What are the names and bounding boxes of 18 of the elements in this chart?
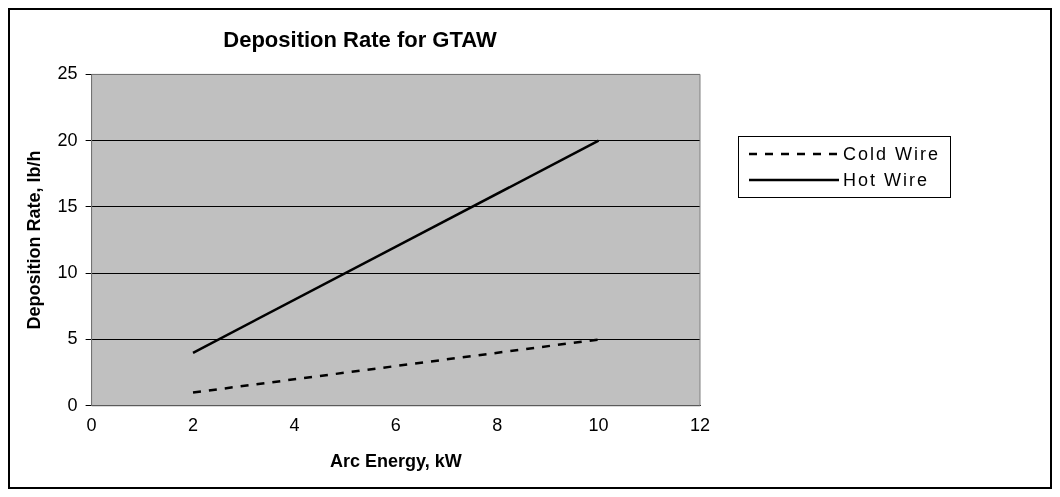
chart-title: Deposition Rate for GTAW xyxy=(223,27,497,53)
y-tick-label: 15 xyxy=(57,195,78,216)
y-tick-label: 10 xyxy=(57,262,78,283)
y-tick-label: 0 xyxy=(67,394,78,415)
y-tick-label: 25 xyxy=(57,63,78,84)
x-tick-label: 8 xyxy=(492,414,503,435)
x-tick-label: 0 xyxy=(86,414,97,435)
x-tick-label: 4 xyxy=(289,414,300,435)
x-tick-label: 2 xyxy=(188,414,199,435)
y-axis-title: Deposition Rate, lb/h xyxy=(23,150,44,330)
x-tick-label: 10 xyxy=(588,414,609,435)
legend-label: Hot Wire xyxy=(843,169,930,191)
y-tick-label: 20 xyxy=(57,129,78,150)
x-axis-title: Arc Energy, kW xyxy=(329,451,462,472)
x-tick-label: 12 xyxy=(689,414,711,435)
x-tick-label: 6 xyxy=(390,414,401,435)
y-tick-label: 5 xyxy=(67,328,78,349)
legend-label: Cold Wire xyxy=(843,143,941,165)
